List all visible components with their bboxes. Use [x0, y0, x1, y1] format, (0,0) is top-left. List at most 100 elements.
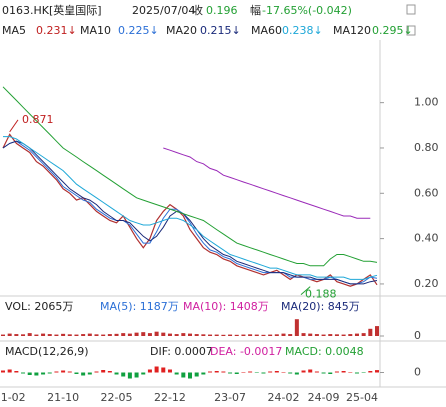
- ma-line: [3, 136, 378, 280]
- ma-line: [2, 86, 378, 267]
- x-tick-label: 22-12: [154, 391, 186, 404]
- bar: [47, 334, 52, 336]
- legend-value: 0.225↓: [118, 24, 159, 37]
- legend-name: MA10: [80, 24, 111, 37]
- bar: [7, 333, 12, 336]
- legend-value-text: 0.231: [36, 24, 68, 37]
- legend-name: MA60: [251, 24, 282, 37]
- bar: [87, 372, 92, 375]
- x-tick-label: 21-10: [47, 391, 79, 404]
- legend-trend: ↓: [68, 24, 77, 37]
- legend-value-text: 0.295: [372, 24, 404, 37]
- bar: [321, 334, 326, 336]
- icon[interactable]: [406, 25, 416, 36]
- legend-entry: MA(5): 1187万: [100, 300, 179, 313]
- bar: [314, 334, 319, 336]
- bar: [328, 334, 333, 336]
- bar: [268, 371, 273, 373]
- x-tick-label: 24-02: [268, 391, 300, 404]
- bar: [41, 372, 46, 375]
- bar: [181, 372, 186, 378]
- bar: [241, 334, 246, 336]
- bar: [301, 333, 306, 336]
- bar: [321, 372, 326, 374]
- bar: [154, 366, 159, 373]
- bar: [94, 371, 99, 373]
- bar: [7, 369, 12, 373]
- bar: [348, 334, 353, 336]
- bar: [174, 334, 179, 336]
- bar: [74, 372, 79, 374]
- bar: [228, 372, 233, 374]
- bar: [114, 333, 119, 336]
- bar: [127, 333, 132, 336]
- bar: [94, 334, 99, 336]
- bar: [61, 333, 66, 336]
- bar: [341, 371, 346, 373]
- bar: [261, 372, 266, 374]
- close-price: 0.196: [206, 4, 238, 17]
- bar: [87, 333, 92, 336]
- bar: [328, 372, 333, 374]
- bar: [34, 334, 39, 336]
- bar: [27, 333, 32, 336]
- bar: [187, 333, 193, 336]
- bar: [161, 367, 166, 373]
- bar: [54, 334, 59, 336]
- icon[interactable]: [406, 4, 416, 15]
- legend-trend: ↓: [232, 24, 241, 37]
- bar: [121, 372, 126, 377]
- legend-value-text: 0.238: [282, 24, 314, 37]
- legend-value: 0.295↓: [372, 24, 413, 37]
- bar: [314, 371, 319, 373]
- bar: [107, 334, 112, 336]
- bar: [147, 333, 152, 336]
- bar: [208, 334, 213, 336]
- legend-trend: ↓: [404, 24, 413, 37]
- bar: [361, 372, 366, 373]
- bar: [27, 372, 32, 375]
- bar: [268, 334, 273, 336]
- bar: [114, 372, 119, 375]
- bar: [274, 371, 279, 373]
- bar: [174, 372, 179, 375]
- bar: [101, 370, 106, 373]
- annotation: 0.188: [305, 288, 337, 301]
- bar: [134, 372, 139, 378]
- annotation-pointer: [9, 119, 19, 133]
- bar: [308, 369, 313, 373]
- bar: [294, 319, 299, 336]
- bar: [294, 372, 299, 375]
- bar: [288, 334, 293, 336]
- bar: [67, 371, 72, 373]
- bar: [81, 334, 86, 336]
- x-tick-label: 23-07: [214, 391, 246, 404]
- annotation-pointer: [300, 286, 311, 296]
- legend-value: 0.215↓: [200, 24, 241, 37]
- bar: [281, 372, 286, 373]
- bar: [81, 372, 86, 376]
- legend-value-text: 0.215: [200, 24, 232, 37]
- bar: [208, 371, 213, 373]
- bar: [167, 369, 172, 373]
- bar: [288, 372, 293, 374]
- bar: [234, 334, 239, 336]
- bar: [74, 334, 79, 336]
- legend-value-text: 0.225: [118, 24, 150, 37]
- bar: [141, 372, 146, 375]
- bar: [141, 332, 146, 336]
- ma-line: [163, 147, 371, 219]
- bar: [61, 370, 66, 373]
- ma-line: [2, 140, 378, 285]
- bar: [134, 332, 139, 336]
- bar: [254, 372, 259, 373]
- bar: [214, 334, 219, 336]
- close-label: 收: [192, 3, 203, 17]
- legend-entry: MACD: 0.0048: [285, 345, 364, 358]
- change: -17.65%(-0.042): [262, 4, 352, 17]
- bar: [41, 333, 46, 336]
- bar: [274, 334, 279, 336]
- x-tick-label: 25-04: [346, 391, 378, 404]
- bar: [248, 334, 253, 336]
